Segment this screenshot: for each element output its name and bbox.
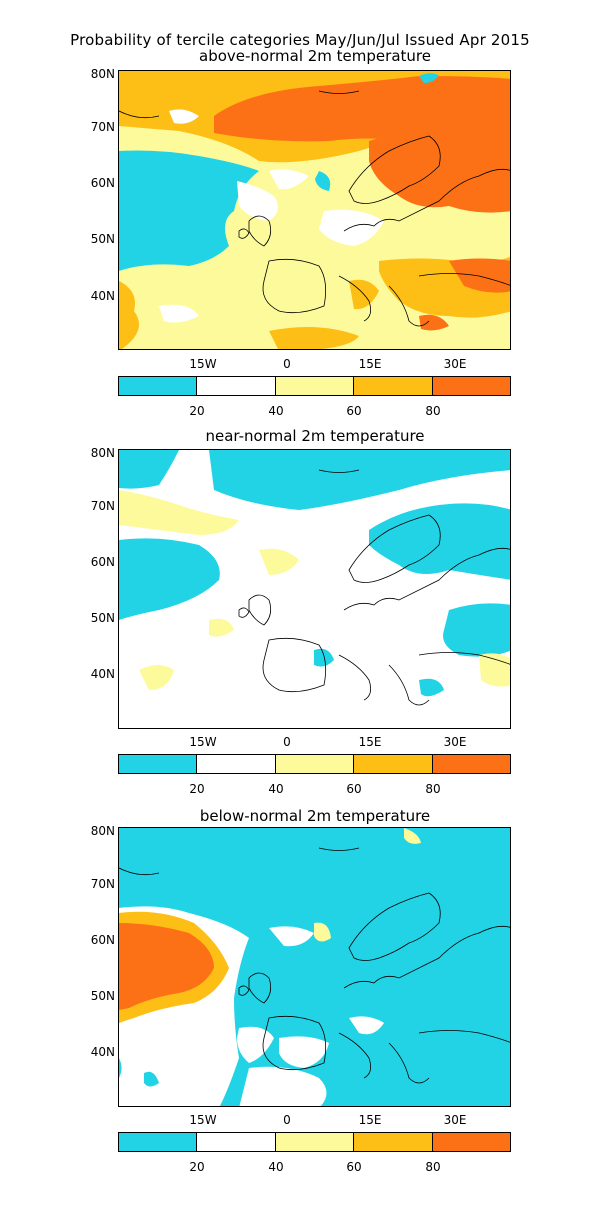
colorbar-label-40: 40 xyxy=(268,1160,284,1174)
colorbar-label-60: 60 xyxy=(346,1160,362,1174)
colorbar-label-60: 60 xyxy=(346,782,362,796)
colorbar-seg-1 xyxy=(197,755,276,773)
lat-label-40n: 40N xyxy=(90,667,115,681)
map-near-normal xyxy=(118,449,511,729)
lat-label-50n: 50N xyxy=(90,611,115,625)
colorbar-seg-4 xyxy=(432,755,511,773)
colorbar-label-40: 40 xyxy=(268,404,284,418)
lon-label-30e: 30E xyxy=(443,735,467,749)
panel-near-normal: near-normal 2m temperature 80N 70N 60N 5… xyxy=(0,380,600,795)
lon-label-15e: 15E xyxy=(358,357,382,371)
colorbar-label-20: 20 xyxy=(189,782,205,796)
colorbar-label-80: 80 xyxy=(425,1160,441,1174)
panel-title: near-normal 2m temperature xyxy=(205,427,425,445)
colorbar xyxy=(118,1132,511,1152)
lat-label-70n: 70N xyxy=(90,499,115,513)
lon-label-30e: 30E xyxy=(443,357,467,371)
colorbar-seg-0 xyxy=(119,1133,198,1151)
lon-label-15e: 15E xyxy=(358,735,382,749)
colorbar-seg-3 xyxy=(354,755,433,773)
map-below-normal xyxy=(118,827,511,1107)
panel-above-normal: above-normal 2m temperature 80N 70N 60N … xyxy=(0,0,600,417)
lon-label-0: 0 xyxy=(283,1113,291,1127)
colorbar-label-80: 80 xyxy=(425,782,441,796)
lon-label-0: 0 xyxy=(283,735,291,749)
colorbar-label-20: 20 xyxy=(189,1160,205,1174)
colorbar-seg-4 xyxy=(432,1133,511,1151)
colorbar-seg-4 xyxy=(432,377,511,395)
lat-label-50n: 50N xyxy=(90,989,115,1003)
panel-title: above-normal 2m temperature xyxy=(199,47,431,65)
panel-below-normal: below-normal 2m temperature 80N 70N 60N … xyxy=(0,758,600,1173)
colorbar-seg-2 xyxy=(275,755,355,773)
colorbar-seg-0 xyxy=(119,755,198,773)
lat-label-40n: 40N xyxy=(90,289,115,303)
colorbar-seg-2 xyxy=(275,377,355,395)
colorbar-seg-1 xyxy=(197,377,276,395)
panel-title: below-normal 2m temperature xyxy=(199,807,431,825)
map-above-normal xyxy=(118,70,511,350)
colorbar-seg-3 xyxy=(354,377,433,395)
colorbar-seg-2 xyxy=(275,1133,355,1151)
lat-label-50n: 50N xyxy=(90,232,115,246)
colorbar-label-40: 40 xyxy=(268,782,284,796)
lat-label-70n: 70N xyxy=(90,120,115,134)
colorbar xyxy=(118,376,511,396)
lon-label-15e: 15E xyxy=(358,1113,382,1127)
lat-label-60n: 60N xyxy=(90,933,115,947)
figure-title: Probability of tercile categories May/Ju… xyxy=(70,31,530,49)
colorbar-label-60: 60 xyxy=(346,404,362,418)
lon-label-15w: 15W xyxy=(189,1113,217,1127)
colorbar xyxy=(118,754,511,774)
lon-label-15w: 15W xyxy=(189,357,217,371)
lon-label-15w: 15W xyxy=(189,735,217,749)
colorbar-label-80: 80 xyxy=(425,404,441,418)
colorbar-seg-3 xyxy=(354,1133,433,1151)
lat-label-60n: 60N xyxy=(90,176,115,190)
lat-label-80n: 80N xyxy=(90,824,115,838)
lat-label-70n: 70N xyxy=(90,877,115,891)
lat-label-80n: 80N xyxy=(90,446,115,460)
colorbar-seg-1 xyxy=(197,1133,276,1151)
colorbar-seg-0 xyxy=(119,377,198,395)
lon-label-30e: 30E xyxy=(443,1113,467,1127)
lat-label-40n: 40N xyxy=(90,1045,115,1059)
lat-label-60n: 60N xyxy=(90,555,115,569)
lon-label-0: 0 xyxy=(283,357,291,371)
colorbar-label-20: 20 xyxy=(189,404,205,418)
lat-label-80n: 80N xyxy=(90,67,115,81)
